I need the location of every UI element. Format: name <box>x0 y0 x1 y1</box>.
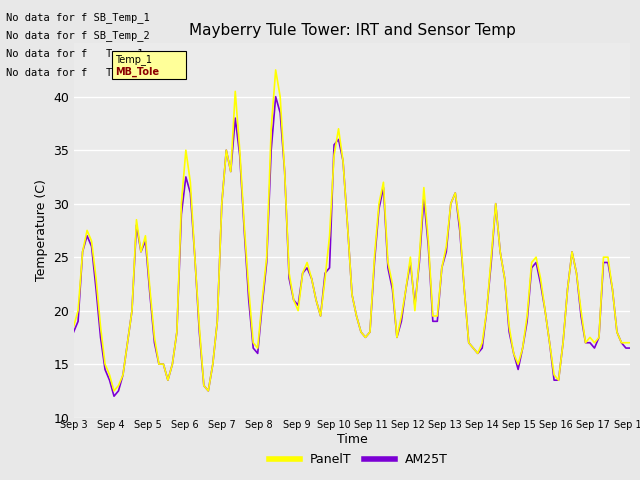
Text: No data for f SB_Temp_2: No data for f SB_Temp_2 <box>6 30 150 41</box>
Text: No data for f SB_Temp_1: No data for f SB_Temp_1 <box>6 12 150 23</box>
Title: Mayberry Tule Tower: IRT and Sensor Temp: Mayberry Tule Tower: IRT and Sensor Temp <box>189 23 515 38</box>
Y-axis label: Temperature (C): Temperature (C) <box>35 180 48 281</box>
Text: No data for f   Temp_1: No data for f Temp_1 <box>6 48 144 60</box>
Text: Temp_1: Temp_1 <box>115 54 152 65</box>
Legend: PanelT, AM25T: PanelT, AM25T <box>264 448 453 471</box>
X-axis label: Time: Time <box>337 433 367 446</box>
Text: MB_Tole: MB_Tole <box>115 66 159 76</box>
Text: No data for f   Temp_2: No data for f Temp_2 <box>6 67 144 78</box>
